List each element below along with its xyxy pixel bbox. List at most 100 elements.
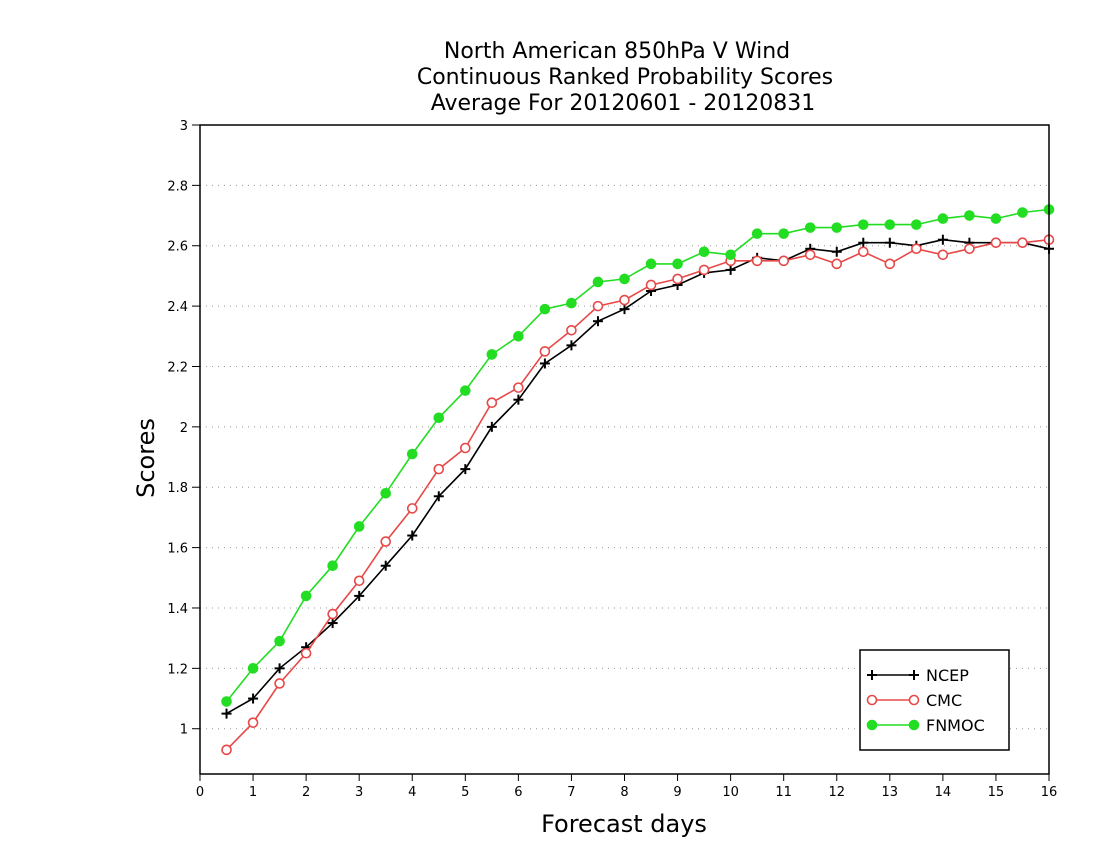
point-fnmoc xyxy=(857,219,869,230)
y-tick-label: 2.2 xyxy=(167,360,188,375)
point-ncep xyxy=(380,560,391,571)
point-fnmoc xyxy=(406,448,418,460)
point-fnmoc xyxy=(831,222,843,233)
series-fnmoc xyxy=(221,204,1055,707)
point-cmc xyxy=(566,324,577,336)
point-cmc xyxy=(831,258,843,270)
y-tick-label: 1.6 xyxy=(167,542,188,557)
point-cmc xyxy=(247,717,259,728)
point-fnmoc xyxy=(460,385,471,396)
x-tick-label: 14 xyxy=(935,785,952,800)
point-ncep xyxy=(460,464,471,475)
legend-item-ncep: NCEP xyxy=(867,666,969,685)
x-tick-label: 6 xyxy=(514,785,522,800)
legend-marker-cmc xyxy=(908,694,920,706)
point-cmc xyxy=(990,237,1002,249)
point-ncep xyxy=(354,590,365,601)
x-tick-label: 11 xyxy=(775,785,792,800)
point-ncep xyxy=(858,237,869,248)
x-tick-label: 5 xyxy=(461,785,469,800)
series-line-fnmoc xyxy=(225,208,1050,703)
y-axis-ticks: 1 1.2 1.4 1.6 1.8 2 2.2 2.4 2.6 2.8 3 xyxy=(167,119,200,738)
point-ncep xyxy=(937,234,948,245)
point-cmc xyxy=(327,608,338,620)
point-cmc xyxy=(751,255,763,267)
legend-label-cmc: CMC xyxy=(926,691,962,710)
point-fnmoc xyxy=(592,276,604,288)
gridlines xyxy=(200,124,1049,730)
chart-title-line-1: North American 850hPa V Wind xyxy=(444,39,790,64)
x-tick-label: 7 xyxy=(567,785,575,800)
point-ncep xyxy=(407,530,418,541)
plot-frame xyxy=(199,124,1050,775)
point-fnmoc xyxy=(778,228,789,239)
legend-label-fnmoc: FNMOC xyxy=(926,716,985,735)
x-tick-label: 15 xyxy=(988,785,1005,800)
point-cmc xyxy=(1017,237,1028,249)
point-fnmoc xyxy=(725,249,736,261)
point-ncep xyxy=(274,663,285,674)
legend-item-fnmoc: FNMOC xyxy=(866,716,985,735)
series-layer xyxy=(221,204,1055,756)
x-tick-label: 1 xyxy=(249,785,257,800)
point-cmc xyxy=(778,255,789,267)
y-tick-label: 1.2 xyxy=(167,662,188,677)
point-ncep xyxy=(221,708,232,719)
point-cmc xyxy=(433,463,445,475)
point-cmc xyxy=(857,246,869,258)
legend: NCEP CMC FNMOC xyxy=(859,649,1010,751)
point-fnmoc xyxy=(884,219,896,230)
x-tick-label: 16 xyxy=(1041,785,1058,800)
series-cmc xyxy=(221,234,1055,756)
x-tick-label: 4 xyxy=(408,785,416,800)
point-cmc xyxy=(698,264,710,276)
point-fnmoc xyxy=(964,210,975,221)
point-ncep xyxy=(619,304,630,315)
point-cmc xyxy=(804,249,816,261)
point-fnmoc xyxy=(300,590,312,602)
y-tick-label: 3 xyxy=(180,119,188,134)
y-tick-label: 2.4 xyxy=(167,300,188,315)
x-axis-label: Forecast days xyxy=(541,810,707,838)
chart-title-line-3: Average For 20120601 - 20120831 xyxy=(431,91,816,116)
point-fnmoc xyxy=(247,663,259,674)
point-cmc xyxy=(964,243,975,255)
point-ncep xyxy=(513,394,524,405)
x-tick-label: 12 xyxy=(828,785,845,800)
point-cmc xyxy=(619,294,630,306)
point-cmc xyxy=(486,397,498,409)
legend-marker-ncep xyxy=(909,670,919,680)
x-tick-label: 8 xyxy=(620,785,628,800)
x-tick-label: 0 xyxy=(196,785,204,800)
point-cmc xyxy=(353,575,365,587)
y-tick-label: 1 xyxy=(180,723,188,738)
point-cmc xyxy=(221,744,232,756)
y-tick-label: 2 xyxy=(180,421,188,436)
point-ncep xyxy=(327,618,338,629)
point-ncep xyxy=(884,237,895,248)
point-fnmoc xyxy=(619,273,630,285)
x-tick-label: 2 xyxy=(302,785,310,800)
legend-item-cmc: CMC xyxy=(866,691,962,710)
point-cmc xyxy=(884,258,896,270)
point-cmc xyxy=(592,300,604,312)
y-tick-label: 2.6 xyxy=(167,240,188,255)
point-cmc xyxy=(937,249,949,261)
point-cmc xyxy=(406,503,418,514)
point-fnmoc xyxy=(380,487,392,499)
x-tick-label: 9 xyxy=(673,785,681,800)
point-cmc xyxy=(300,647,312,659)
point-ncep xyxy=(566,340,577,351)
x-tick-label: 10 xyxy=(722,785,739,800)
point-fnmoc xyxy=(1017,207,1028,218)
point-fnmoc xyxy=(751,228,763,239)
legend-marker-fnmoc xyxy=(908,719,920,731)
point-cmc xyxy=(460,442,471,454)
point-fnmoc xyxy=(433,412,445,424)
point-ncep xyxy=(539,358,550,369)
y-tick-label: 1.4 xyxy=(167,602,188,617)
point-fnmoc xyxy=(274,635,285,647)
point-cmc xyxy=(911,243,922,255)
legend-marker-ncep xyxy=(867,670,877,680)
